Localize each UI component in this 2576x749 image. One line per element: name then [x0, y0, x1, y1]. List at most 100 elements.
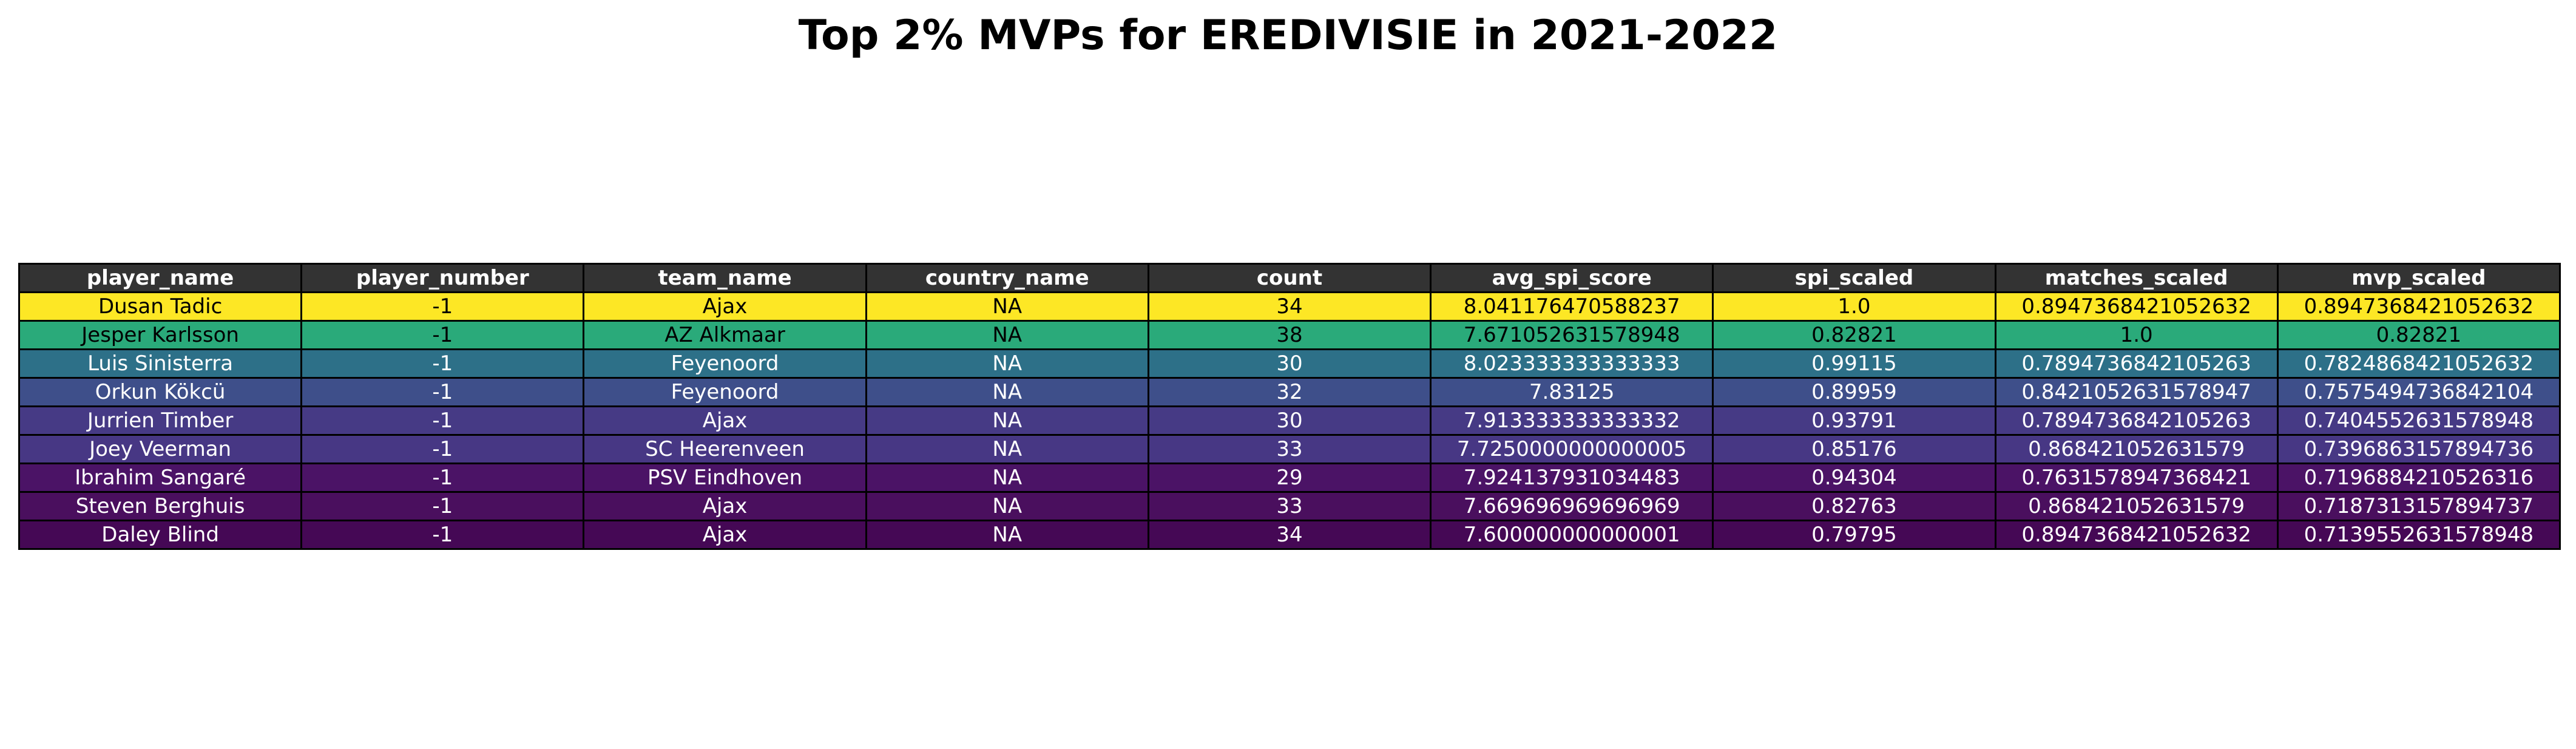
table-cell: 7.7250000000000005 [1430, 434, 1714, 464]
table-cell: NA [865, 291, 1149, 322]
table-cell: 1.0 [1712, 291, 1996, 322]
table-cell: NA [865, 463, 1149, 493]
column-header: matches_scaled [1994, 263, 2279, 293]
table-cell: -1 [300, 491, 585, 521]
table-cell: 0.8947368421052632 [2276, 291, 2561, 322]
column-header: count [1147, 263, 1432, 293]
table-cell: 0.85176 [1712, 434, 1996, 464]
table-cell: 0.7631578947368421 [1994, 463, 2279, 493]
table-row: Orkun Kökcü -1 Feyenoord NA 32 7.83125 0.89959… [18, 377, 2561, 407]
table-cell: AZ Alkmaar [583, 320, 867, 350]
table-cell: 0.8421052631578947 [1994, 377, 2279, 407]
table-cell: 29 [1147, 463, 1432, 493]
table-cell: 34 [1147, 291, 1432, 322]
table-row: Luis Sinisterra -1 Feyenoord NA 30 8.02333333… [18, 348, 2561, 379]
table-cell: Ajax [583, 491, 867, 521]
table-cell: NA [865, 320, 1149, 350]
table-row: Joey Veerman -1 SC Heerenveen NA 33 7.7250000… [18, 434, 2561, 464]
table-cell: Steven Berghuis [18, 491, 303, 521]
table-cell: NA [865, 377, 1149, 407]
table-cell: 1.0 [1994, 320, 2279, 350]
table-cell: 0.7139552631578948 [2276, 520, 2561, 550]
table-cell: 0.79795 [1712, 520, 1996, 550]
table-cell: Orkun Kökcü [18, 377, 303, 407]
table-cell: 30 [1147, 348, 1432, 379]
table-cell: 0.82821 [2276, 320, 2561, 350]
table-cell: 0.8947368421052632 [1994, 291, 2279, 322]
table-cell: 0.93791 [1712, 405, 1996, 436]
column-header: country_name [865, 263, 1149, 293]
table-cell: Jesper Karlsson [18, 320, 303, 350]
table-row: Daley Blind -1 Ajax NA 34 7.600000000000001 0.… [18, 520, 2561, 550]
column-header: team_name [583, 263, 867, 293]
column-header: avg_spi_score [1430, 263, 1714, 293]
table-cell: 0.7894736842105263 [1994, 405, 2279, 436]
table-cell: Luis Sinisterra [18, 348, 303, 379]
table-row: Steven Berghuis -1 Ajax NA 33 7.6696969696969… [18, 491, 2561, 521]
table-cell: NA [865, 348, 1149, 379]
table-cell: 7.913333333333332 [1430, 405, 1714, 436]
table-cell: 0.7396863157894736 [2276, 434, 2561, 464]
table-cell: 0.89959 [1712, 377, 1996, 407]
table-cell: 0.7824868421052632 [2276, 348, 2561, 379]
table-cell: 0.82763 [1712, 491, 1996, 521]
table-cell: Ajax [583, 291, 867, 322]
table-cell: Feyenoord [583, 377, 867, 407]
table-cell: 33 [1147, 491, 1432, 521]
table-cell: 0.7404552631578948 [2276, 405, 2561, 436]
column-header: mvp_scaled [2276, 263, 2561, 293]
table-cell: 0.94304 [1712, 463, 1996, 493]
table-cell: 7.83125 [1430, 377, 1714, 407]
table-cell: 34 [1147, 520, 1432, 550]
table-cell: 7.669696969696969 [1430, 491, 1714, 521]
table-cell: 0.868421052631579 [1994, 491, 2279, 521]
table-cell: -1 [300, 405, 585, 436]
table-cell: Ajax [583, 520, 867, 550]
table-cell: 0.99115 [1712, 348, 1996, 379]
table-cell: NA [865, 434, 1149, 464]
table-cell: 7.671052631578948 [1430, 320, 1714, 350]
table-cell: Dusan Tadic [18, 291, 303, 322]
table-cell: 0.7187313157894737 [2276, 491, 2561, 521]
table-cell: -1 [300, 377, 585, 407]
table-cell: Joey Veerman [18, 434, 303, 464]
table-cell: 0.868421052631579 [1994, 434, 2279, 464]
table-cell: -1 [300, 520, 585, 550]
table-cell: 0.7894736842105263 [1994, 348, 2279, 379]
mvp-table: player_name player_number team_name coun… [18, 263, 2561, 550]
table-cell: 0.7196884210526316 [2276, 463, 2561, 493]
column-header: player_number [300, 263, 585, 293]
table-cell: Ibrahim Sangaré [18, 463, 303, 493]
table-cell: SC Heerenveen [583, 434, 867, 464]
table-cell: NA [865, 520, 1149, 550]
table-cell: NA [865, 405, 1149, 436]
table-cell: 0.8947368421052632 [1994, 520, 2279, 550]
table-cell: 7.600000000000001 [1430, 520, 1714, 550]
table-row: Ibrahim Sangaré -1 PSV Eindhoven NA 29 7.9241… [18, 463, 2561, 493]
table-cell: 32 [1147, 377, 1432, 407]
table-cell: 0.82821 [1712, 320, 1996, 350]
table-row: Jesper Karlsson -1 AZ Alkmaar NA 38 7.6710526… [18, 320, 2561, 350]
table-cell: Daley Blind [18, 520, 303, 550]
table-cell: Jurrien Timber [18, 405, 303, 436]
table-cell: 0.7575494736842104 [2276, 377, 2561, 407]
table-cell: -1 [300, 320, 585, 350]
table-cell: Ajax [583, 405, 867, 436]
table-cell: -1 [300, 291, 585, 322]
table-cell: 8.023333333333333 [1430, 348, 1714, 379]
table-cell: 38 [1147, 320, 1432, 350]
table-cell: -1 [300, 434, 585, 464]
table-body: Dusan Tadic -1 Ajax NA 34 8.041176470588237 1.… [18, 291, 2561, 550]
table-cell: 33 [1147, 434, 1432, 464]
column-header: spi_scaled [1712, 263, 1996, 293]
table-cell: 30 [1147, 405, 1432, 436]
table-cell: 8.041176470588237 [1430, 291, 1714, 322]
column-header: player_name [18, 263, 303, 293]
table-cell: Feyenoord [583, 348, 867, 379]
table-row: Dusan Tadic -1 Ajax NA 34 8.041176470588237 1.… [18, 291, 2561, 322]
table-cell: NA [865, 491, 1149, 521]
table-cell: PSV Eindhoven [583, 463, 867, 493]
table-cell: 7.924137931034483 [1430, 463, 1714, 493]
table-cell: -1 [300, 463, 585, 493]
header-row: player_name player_number team_name coun… [18, 263, 2561, 293]
